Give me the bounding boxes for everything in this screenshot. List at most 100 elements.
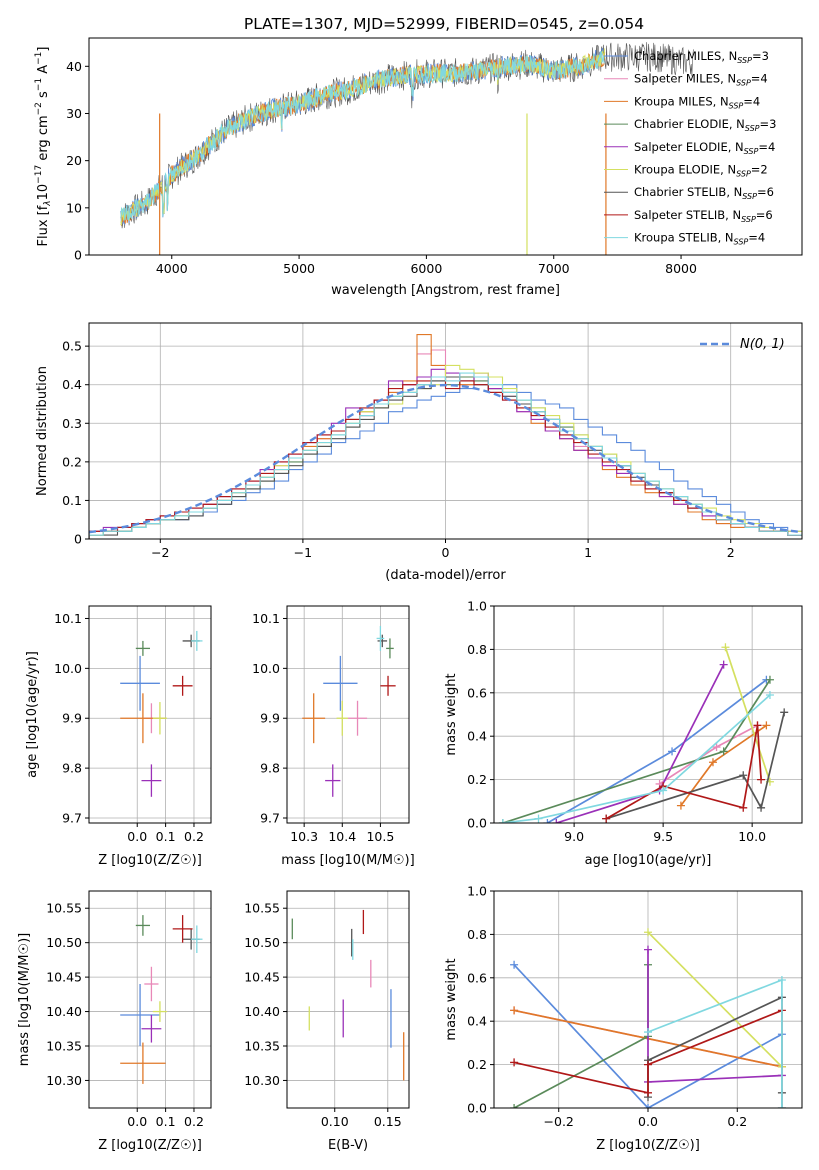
z_weight-point-marker [644,1088,652,1097]
z_mass-axes: 0.0 0.1 0.2 10.30 10.35 10.40 10.45 10.50 10.55 [46,891,211,1129]
legend-suffix: =6 [757,185,774,199]
legend-suffix: =3 [760,117,777,131]
legend-suffix: =3 [752,49,769,63]
z_mass-xtick-label: 0.0 [127,1114,147,1129]
z_weight-point-marker [777,975,786,984]
legend-entry: Salpeter STELIB, NSSP=6 [634,208,773,224]
z_mass-ytick-label: 10.35 [46,1039,82,1054]
age_weight-point-marker [712,743,721,752]
residuals-ylabel: Normed distribution [35,366,50,496]
z_weight-point-marker [644,928,652,937]
ebv_mass-xtick-label: 0.15 [374,1114,402,1129]
legend-entry: Chabrier MILES, NSSP=3 [634,49,769,65]
legend-text: Chabrier ELODIE, N [634,117,745,131]
mass_age-ytick-label: 10.1 [252,611,280,626]
z_weight-point-marker [644,1028,652,1037]
spectrum-lines [120,42,695,255]
age_weight-series-line [546,679,767,823]
residuals-ytick-label: 0.1 [62,493,82,508]
age_weight-lines [498,643,789,823]
residuals-axes: −2 −1 0 1 2 0 0.1 0.2 0.3 0.4 0.5 [62,323,802,560]
z_weight-series-line [513,964,783,1108]
z_weight-ytick-label: 0.0 [467,1101,487,1116]
z_mass-ytick-label: 10.45 [46,970,82,985]
z_weight-frame [493,890,803,1109]
z_mass-errorbars [120,915,203,1084]
z_age-ylabel: age [log10(age/yr)] [25,651,40,778]
legend-entry: Chabrier ELODIE, NSSP=3 [634,117,776,133]
z_weight-ytick-label: 0.4 [467,1014,487,1029]
z_age-ytick-label: 9.9 [62,711,82,726]
age_weight-point-marker [739,803,748,812]
ylabel-sub: λ [43,200,53,206]
spectrum-series-line [120,51,605,221]
spectrum-ytick-label: 10 [66,200,82,215]
age_weight-point-marker [719,660,728,669]
mass_age-xlabel: mass [log10(M/M☉)] [281,853,414,868]
z_weight-ylabel: mass weight [444,958,459,1040]
legend-text: Chabrier MILES, N [634,49,737,63]
residuals-frame [88,322,803,540]
ylabel-part: ] [36,47,51,52]
residual-steps [89,334,802,539]
legend-sub: SSP [737,56,752,65]
z_weight-ytick-label: 1.0 [467,884,487,899]
age_weight-point-marker [602,814,611,823]
ebv_mass-errorbars [291,909,405,1081]
age_weight-xtick-label: 10.0 [738,829,766,844]
normal-reference-curve [89,383,802,534]
age_weight-ytick-label: 0.2 [467,772,487,787]
z_weight-point-marker [510,1104,519,1108]
residuals-ytick-label: 0.4 [62,377,82,392]
legend-sub: SSP [745,124,760,133]
residuals-xtick-label: −2 [151,545,169,560]
age_weight-point-marker [498,819,507,823]
z_weight-lines [510,928,786,1108]
legend-sub: SSP [742,192,757,201]
spectrum-ytick-label: 40 [66,59,82,74]
z_weight-ytick-label: 0.8 [467,927,487,942]
legend-suffix: =4 [758,140,775,154]
spectrum-xtick-label: 4000 [156,261,188,276]
residuals-ytick-label: 0.2 [62,454,82,469]
ylabel-sup: −2 [34,102,44,115]
z_mass-ytick-label: 10.40 [46,1004,82,1019]
legend-sub: SSP [744,147,759,156]
ebv_mass-xlabel: E(B-V) [328,1138,368,1153]
residuals-xlabel: (data-model)/error [385,568,506,583]
z_weight-point-marker [510,960,519,969]
spectrum-ytick-label: 0 [74,248,82,263]
ylabel-sup: −1 [34,78,44,91]
reference-legend-label: N(0, 1) [740,337,785,352]
age_weight-point-marker [719,747,728,756]
spectrum-axes: 4000 5000 6000 7000 8000 0 10 20 30 40 [66,59,697,276]
ebv_mass-ytick-label: 10.50 [244,935,280,950]
legend-text: Chabrier STELIB, N [634,185,742,199]
ebv_mass-ytick-label: 10.55 [244,901,280,916]
z_age-xtick-label: 0.2 [184,829,204,844]
age_weight-point-marker [757,775,766,784]
legend-entry: Chabrier STELIB, NSSP=6 [634,185,774,201]
age_weight-ytick-label: 0.4 [467,729,487,744]
mass_age-frame [286,605,410,824]
legend-text: Kroupa STELIB, N [634,231,734,245]
z_weight-xtick-label: 0.2 [727,1114,747,1129]
legend-entry: Kroupa ELODIE, NSSP=2 [634,163,768,179]
legend-text: Salpeter MILES, N [634,72,736,86]
legend-entry: Salpeter ELODIE, NSSP=4 [634,140,775,156]
z_age-xtick-label: 0.1 [156,829,176,844]
age_weight-point-marker [534,814,543,823]
age_weight-frame [493,605,803,824]
ebv_mass-ytick-label: 10.35 [244,1039,280,1054]
age_weight-point-marker [668,747,677,756]
z_age-ytick-label: 10.0 [54,661,82,676]
z_age-frame [88,605,212,824]
spectrum-xtick-label: 7000 [538,261,570,276]
z_weight-series-line [513,1009,783,1094]
age_weight-xtick-label: 9.5 [653,829,673,844]
mass_age-xtick-label: 10.3 [290,829,318,844]
spectrum-xlabel: wavelength [Angstrom, rest frame] [331,283,560,298]
spectrum-series-line [120,42,695,229]
age_weight-ytick-label: 0.0 [467,816,487,831]
ylabel-part: s [36,91,51,102]
